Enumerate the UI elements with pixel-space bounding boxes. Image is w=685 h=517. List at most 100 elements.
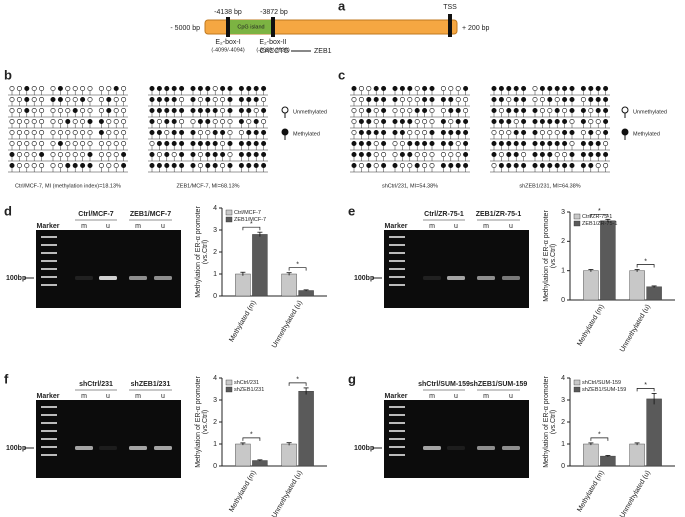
y-axis-label: Methylation of ER-α promoter [195, 206, 202, 298]
cpg-site [569, 97, 575, 103]
size-label: 100bp [6, 445, 26, 452]
cpg-site [113, 152, 119, 158]
cpg-site [121, 119, 127, 125]
cpg-site [65, 119, 71, 125]
cpg-site [588, 86, 594, 92]
cpg-site [179, 108, 185, 114]
cpg-site [197, 141, 203, 147]
size-label: 100bp [6, 275, 26, 282]
ladder-band [41, 454, 57, 456]
cpg-site [50, 152, 56, 158]
cpg-site [16, 108, 22, 114]
cpg-site [87, 141, 93, 147]
cpg-site [212, 86, 218, 92]
cpg-site [197, 108, 203, 114]
cpg-site [513, 141, 519, 147]
cpg-site [463, 86, 469, 92]
cpg-site [358, 86, 364, 92]
cpg-site [603, 86, 609, 92]
x-tick-label: Unmethylated (u) [619, 469, 652, 517]
lane-label: m [135, 393, 141, 400]
cpg-site [407, 97, 413, 103]
cpg-site [595, 130, 601, 136]
cpg-site [39, 152, 45, 158]
cpg-site [220, 163, 226, 169]
significance: * [598, 208, 601, 215]
y-tick-label: 1 [213, 441, 217, 448]
cpg-site [190, 86, 196, 92]
cpg-site [373, 141, 379, 147]
cpg-site [227, 119, 233, 125]
gel [36, 400, 181, 478]
cpg-site [422, 86, 428, 92]
cpg-site [31, 152, 37, 158]
cpg-site [532, 86, 538, 92]
cpg-site [498, 141, 504, 147]
y-tick-label: 0 [213, 293, 217, 300]
sig-bracket [242, 226, 261, 231]
cpg-site [253, 97, 259, 103]
legend-label: Methylated [293, 131, 320, 137]
legend-site [621, 106, 629, 114]
group-label: shZEB1/231 [131, 381, 171, 388]
group-label: shZEB1/SUM-159 [470, 381, 528, 388]
gel [384, 230, 529, 308]
band [75, 276, 93, 280]
cpg-site [422, 119, 428, 125]
cpg-site [351, 152, 357, 158]
ladder-band [389, 252, 405, 254]
bar [583, 270, 599, 301]
cpg-site [498, 86, 504, 92]
legend-label: Ctrl/MCF-7 [234, 210, 261, 216]
cpg-site [179, 119, 185, 125]
bar [281, 443, 297, 467]
cpg-site [513, 152, 519, 158]
cpg-site [429, 130, 435, 136]
cpg-site [220, 97, 226, 103]
cpg-site [532, 108, 538, 114]
cpg-site [429, 108, 435, 114]
cpg-site [106, 152, 112, 158]
ebox-pos: (-3939/-3938) [256, 47, 289, 53]
cpg-site [31, 108, 37, 114]
cpg-site [366, 97, 372, 103]
cpg-site [440, 163, 446, 169]
cpg-site [547, 152, 553, 158]
cpg-site [149, 163, 155, 169]
cpg-site [498, 152, 504, 158]
y-tick-label: 4 [561, 375, 565, 382]
cpg-site [16, 130, 22, 136]
cpg-site [80, 141, 86, 147]
cpg-site [246, 108, 252, 114]
ladder-band [41, 422, 57, 424]
cpg-site [253, 130, 259, 136]
lane-label: u [161, 393, 165, 400]
cpg-site [212, 119, 218, 125]
cpg-label: CpG island [237, 24, 264, 30]
cpg-site [521, 130, 527, 136]
cpg-site [80, 152, 86, 158]
tss-label: TSS [443, 4, 457, 11]
cpg-site [448, 119, 454, 125]
cpg-site [366, 163, 372, 169]
cpg-site [373, 119, 379, 125]
cpg-site [16, 86, 22, 92]
cpg-site [554, 86, 560, 92]
cpg-site [366, 141, 372, 147]
cpg-site [455, 108, 461, 114]
cpg-site [87, 119, 93, 125]
cpg-site [455, 119, 461, 125]
cpg-site [580, 130, 586, 136]
cpg-site [603, 119, 609, 125]
bar [298, 290, 314, 297]
marker-label: Marker [37, 393, 60, 400]
cpg-site [513, 108, 519, 114]
legend-label: Unmethylated [293, 109, 327, 115]
cpg-site [532, 97, 538, 103]
legend-site [281, 128, 289, 136]
cpg-site [580, 86, 586, 92]
ladder-band [41, 260, 57, 262]
x-tick-label: Unmethylated (u) [271, 469, 304, 517]
bar [629, 443, 645, 467]
cpg-site [238, 119, 244, 125]
